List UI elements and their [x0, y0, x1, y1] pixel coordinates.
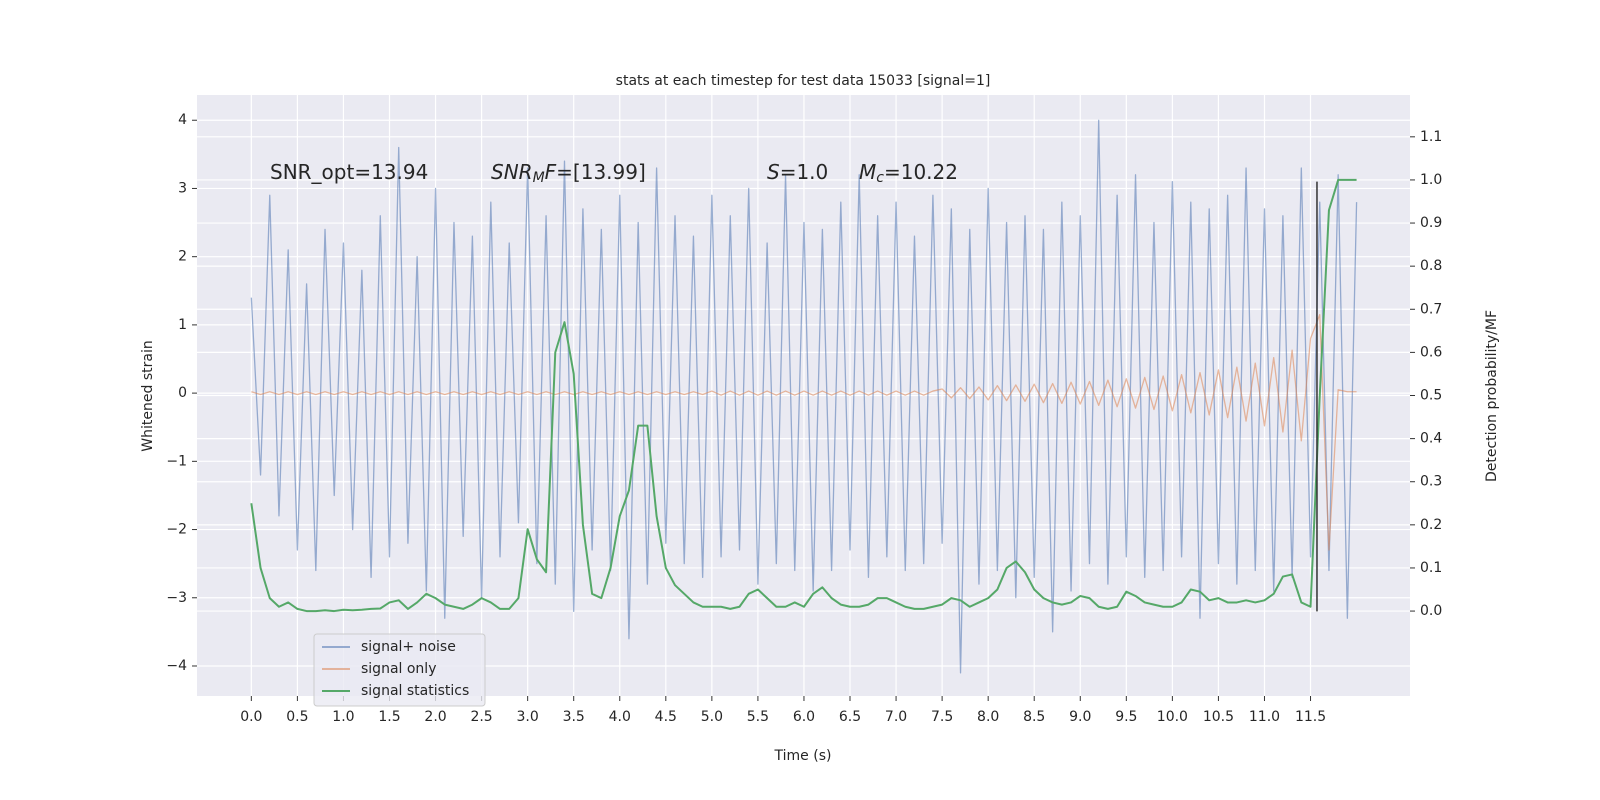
legend-box	[313, 633, 486, 707]
y2-tick-label: 0.1	[1420, 560, 1442, 576]
series-line	[250, 119, 1358, 674]
x-tick-label: 9.0	[1069, 709, 1091, 725]
y2-tick-label: 1.1	[1420, 129, 1442, 145]
annotation: SNR_opt=13.94	[270, 160, 428, 184]
annotation: Mc=10.22	[859, 160, 958, 187]
y-tick-label: 1	[178, 317, 187, 333]
series-line	[251, 314, 1357, 551]
x-tick-label: 7.0	[885, 709, 907, 725]
y2-tick-label: 0.6	[1420, 344, 1442, 360]
series-line	[250, 178, 1357, 613]
annotation: SNRMF=[13.99]	[491, 160, 646, 187]
y2-tick-label: 0.8	[1420, 258, 1442, 274]
y-tick-label: −4	[166, 658, 187, 674]
chart-title: stats at each timestep for test data 150…	[616, 73, 991, 89]
x-tick-label: 1.5	[378, 709, 400, 725]
y2-axis-label: Detection probability/MF	[1484, 310, 1500, 482]
annotation-part: F	[545, 160, 557, 184]
annotation-part: SNR_opt=13.94	[270, 160, 428, 184]
y-axis-label: Whitened strain	[140, 340, 156, 451]
x-tick-label: 0.0	[240, 709, 262, 725]
x-tick-label: 2.0	[424, 709, 446, 725]
x-tick-label: 11.5	[1295, 709, 1326, 725]
x-tick-label: 0.5	[286, 709, 308, 725]
annotation-part: S	[767, 160, 780, 184]
y-tick-label: −2	[166, 522, 187, 538]
annotation-part: =[13.99]	[556, 160, 646, 184]
x-tick-label: 8.0	[977, 709, 999, 725]
x-tick-label: 4.0	[609, 709, 631, 725]
x-tick-label: 3.0	[517, 709, 539, 725]
y-tick-label: 3	[178, 180, 187, 196]
x-tick-label: 6.0	[793, 709, 815, 725]
annotation: S=1.0	[767, 160, 828, 184]
x-tick-label: 5.5	[747, 709, 769, 725]
annotation-part: =1.0	[780, 160, 829, 184]
y2-tick-label: 0.9	[1420, 215, 1442, 231]
legend-label: signal only	[361, 661, 436, 677]
x-tick-label: 6.5	[839, 709, 861, 725]
annotation-part: =10.22	[884, 160, 958, 184]
x-tick-label: 9.5	[1115, 709, 1137, 725]
x-tick-label: 4.5	[655, 709, 677, 725]
annotation-part: M	[533, 170, 545, 186]
y-tick-label: 4	[178, 112, 187, 128]
x-tick-label: 7.5	[931, 709, 953, 725]
y2-tick-label: 0.7	[1420, 301, 1442, 317]
legend: signal+ noise signal only signal statistic…	[313, 633, 486, 707]
y2-tick-label: 0.0	[1420, 603, 1442, 619]
legend-label: signal+ noise	[361, 639, 456, 655]
legend-label: signal statistics	[361, 683, 469, 699]
x-tick-label: 11.0	[1249, 709, 1280, 725]
y-tick-label: 0	[178, 385, 187, 401]
x-tick-label: 5.0	[701, 709, 723, 725]
annotation-part: SNR	[491, 160, 533, 184]
annotation-part: c	[876, 170, 884, 186]
x-tick-label: 10.0	[1157, 709, 1188, 725]
x-tick-label: 1.0	[332, 709, 354, 725]
x-tick-label: 2.5	[470, 709, 492, 725]
y2-tick-label: 0.4	[1420, 431, 1442, 447]
x-tick-label: 8.5	[1023, 709, 1045, 725]
y2-tick-label: 0.2	[1420, 517, 1442, 533]
annotation-part: M	[859, 160, 876, 184]
x-tick-label: 3.5	[563, 709, 585, 725]
y-tick-label: 2	[178, 249, 187, 265]
x-axis-label: Time (s)	[774, 748, 832, 764]
y-tick-label: −3	[166, 590, 187, 606]
y2-tick-label: 0.3	[1420, 474, 1442, 490]
x-tick-label: 10.5	[1203, 709, 1234, 725]
y2-tick-label: 1.0	[1420, 172, 1442, 188]
y2-tick-label: 0.5	[1420, 388, 1442, 404]
y-tick-label: −1	[166, 453, 187, 469]
